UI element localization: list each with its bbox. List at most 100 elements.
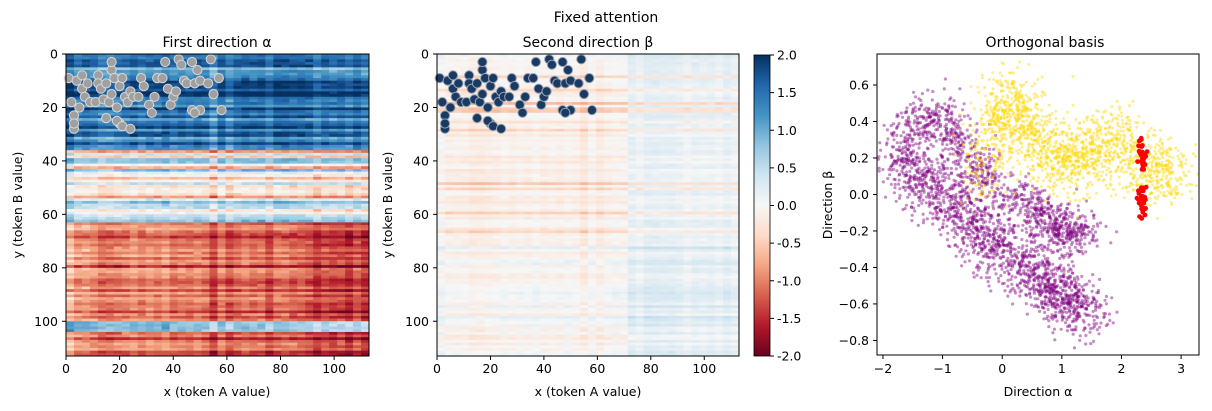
heatmap-cell bbox=[289, 192, 298, 197]
heatmap-cell bbox=[153, 190, 163, 194]
heatmap-cell bbox=[105, 187, 115, 191]
heatmap-cell bbox=[97, 254, 107, 258]
heatmap-cell bbox=[177, 270, 186, 274]
heatmap-cell bbox=[97, 321, 107, 325]
heatmap-cell bbox=[345, 329, 354, 333]
heatmap-cell bbox=[337, 203, 346, 207]
heatmap-cell bbox=[651, 78, 660, 82]
heatmap-cell bbox=[353, 96, 362, 100]
heatmap-marker bbox=[106, 56, 117, 68]
heatmap-cell bbox=[121, 59, 131, 63]
heatmap-cell bbox=[337, 75, 346, 79]
heatmap-marker bbox=[149, 91, 160, 102]
heatmap-cell bbox=[289, 75, 298, 79]
heatmap-cell bbox=[345, 200, 354, 205]
heatmap-cell bbox=[137, 182, 147, 186]
heatmap-cell bbox=[66, 195, 75, 199]
heatmap-cell bbox=[105, 200, 115, 205]
heatmap-cell bbox=[361, 75, 370, 79]
heatmap-cell bbox=[161, 337, 171, 341]
heatmap-cell bbox=[185, 238, 194, 242]
heatmap-cell bbox=[281, 283, 290, 287]
heatmap-cell bbox=[161, 329, 171, 333]
heatmap-cell bbox=[105, 217, 115, 221]
heatmap-cell bbox=[97, 278, 107, 282]
heatmap-cell bbox=[361, 171, 370, 175]
heatmap-cell bbox=[249, 238, 258, 242]
heatmap-cell bbox=[97, 345, 107, 349]
heatmap-cell bbox=[81, 64, 91, 68]
heatmap-cell bbox=[233, 171, 242, 175]
heatmap-cell bbox=[635, 88, 645, 92]
heatmap-cell bbox=[145, 195, 155, 199]
heatmap-cell bbox=[345, 198, 354, 202]
heatmap-cell bbox=[177, 310, 186, 314]
heatmap-cell bbox=[643, 56, 652, 60]
heatmap-cell bbox=[353, 281, 362, 285]
heatmap-cell bbox=[603, 62, 613, 66]
heatmap-cell bbox=[217, 187, 226, 191]
heatmap-cell bbox=[460, 64, 470, 68]
heatmap-cell bbox=[89, 227, 99, 231]
heatmap-cell bbox=[137, 198, 147, 202]
heatmap-cell bbox=[97, 136, 107, 140]
heatmap-cell bbox=[265, 70, 274, 74]
heatmap-cell bbox=[169, 286, 179, 290]
heatmap-cell bbox=[241, 110, 250, 114]
heatmap-cell bbox=[201, 227, 210, 231]
heatmap-cell bbox=[683, 67, 692, 71]
heatmap-cell bbox=[321, 270, 330, 274]
heatmap-cell bbox=[580, 86, 589, 90]
heatmap-cell bbox=[81, 353, 91, 357]
heatmap-cell bbox=[89, 88, 99, 92]
heatmap-cell bbox=[353, 56, 362, 60]
heatmap-cell bbox=[193, 86, 202, 90]
heatmap-cell bbox=[145, 286, 155, 290]
heatmap-cell bbox=[137, 155, 147, 159]
heatmap-cell bbox=[329, 227, 338, 231]
heatmap-cell bbox=[361, 230, 370, 234]
heatmap-cell bbox=[66, 187, 75, 191]
heatmap-cell bbox=[169, 243, 179, 247]
heatmap-cell bbox=[137, 179, 147, 183]
heatmap-cell bbox=[265, 262, 274, 266]
heatmap-cell bbox=[249, 86, 258, 90]
heatmap-cell bbox=[81, 302, 91, 306]
heatmap-cell bbox=[281, 128, 290, 132]
heatmap-cell bbox=[257, 206, 266, 210]
heatmap-cell bbox=[169, 299, 179, 303]
heatmap-cell bbox=[233, 345, 242, 349]
heatmap-cell bbox=[321, 56, 330, 60]
heatmap-cell bbox=[289, 238, 298, 242]
heatmap-cell bbox=[81, 321, 91, 325]
heatmap-cell bbox=[273, 206, 282, 210]
heatmap-cell bbox=[89, 294, 99, 298]
heatmap-cell bbox=[225, 144, 234, 148]
heatmap-cell bbox=[225, 241, 234, 245]
heatmap-cell bbox=[257, 299, 266, 303]
heatmap-cell bbox=[281, 291, 290, 295]
heatmap-cell bbox=[97, 225, 107, 229]
heatmap-cell bbox=[89, 275, 99, 279]
heatmap-cell bbox=[201, 126, 210, 130]
heatmap-cell bbox=[185, 305, 194, 309]
heatmap-cell bbox=[113, 283, 123, 287]
heatmap-cell bbox=[105, 286, 115, 290]
heatmap-cell bbox=[265, 323, 274, 327]
heatmap-cell bbox=[257, 209, 266, 213]
heatmap-cell bbox=[345, 118, 354, 122]
heatmap-cell bbox=[516, 59, 525, 63]
heatmap-cell bbox=[217, 168, 226, 172]
heatmap-cell bbox=[193, 337, 202, 341]
heatmap-cell bbox=[129, 313, 139, 317]
heatmap-cell bbox=[241, 291, 250, 295]
heatmap-cell bbox=[161, 342, 171, 346]
heatmap-cell bbox=[500, 54, 509, 58]
heatmap-cell bbox=[217, 243, 226, 247]
heatmap-cell bbox=[225, 155, 234, 159]
heatmap-cell bbox=[297, 195, 306, 199]
heatmap-cell bbox=[241, 294, 250, 298]
heatmap-cell bbox=[193, 230, 202, 234]
heatmap-cell bbox=[611, 86, 621, 90]
heatmap-cell bbox=[249, 192, 258, 197]
